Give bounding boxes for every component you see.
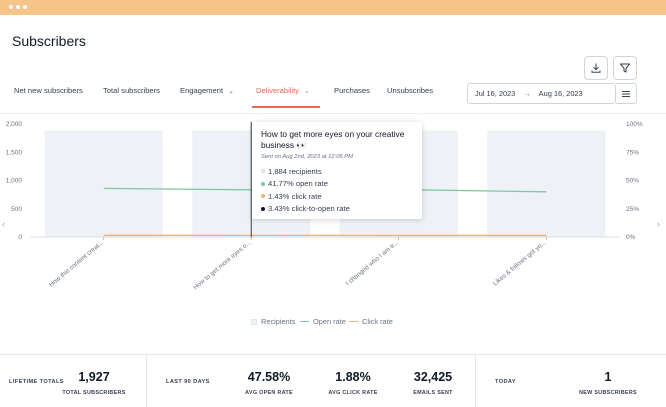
tab-label: Deliverability [256,86,300,95]
series-dot-icon [261,169,265,174]
tab-label: Purchases [334,86,370,95]
tab-label: Unsubscribes [387,86,434,95]
stats-footer: LIFETIME TOTALS 1,927 TOTAL SUBSCRIBERS … [0,354,666,407]
x-axis-category-label: How this content creat... [48,239,105,289]
y-axis-left-tick: 1,000 [6,178,23,185]
window-dot-icon [23,5,27,9]
emails-sent-value: 32,425 [413,370,453,384]
tooltip-row-text: 1,884 recipients [268,166,322,176]
total-subscribers-value: 1,927 [78,370,110,384]
x-axis-category-label: Likes & follows got yo... [492,239,548,287]
legend-label: Open rate [313,317,346,326]
bar-recipients [44,130,163,237]
avg-click-rate-value: 1.88% [335,370,371,384]
y-axis-left-tick: 0 [18,234,22,241]
emails-sent-label: EMAILS SENT [413,390,453,396]
tab-label: Total subscribers [103,86,160,95]
total-subscribers-label: TOTAL SUBSCRIBERS [62,390,126,396]
chart-tooltip: How to get more eyes on your creative bu… [252,122,422,219]
footer-divider [475,355,476,407]
legend-label: Recipients [261,317,296,326]
avg-open-rate-label: AVG OPEN RATE [245,390,293,396]
footer-divider [146,355,147,407]
tab-label: Net new subscribers [14,86,83,95]
new-subscribers-label: NEW SUBSCRIBERS [579,390,637,396]
date-range-end: Aug 16, 2023 [538,89,583,98]
avg-open-rate-value: 47.58% [247,370,291,384]
y-axis-right-tick: 100% [626,121,643,128]
window-title-bar [0,0,666,15]
lifetime-totals-label: LIFETIME TOTALS [9,379,64,385]
legend-item-open-rate[interactable]: Open rate [300,317,346,326]
y-axis-left-tick: 1,500 [6,149,23,156]
menu-button[interactable] [616,83,637,104]
y-axis-right-tick: 75% [626,149,639,156]
download-button[interactable] [584,56,608,80]
series-dot-icon [261,194,265,199]
tooltip-row: 41.77% open rate [261,178,413,191]
date-range-picker[interactable]: Jul 16, 2023 → Aug 16, 2023 [467,83,616,104]
legend-item-click-rate[interactable]: Click rate [349,317,393,326]
y-axis-right-tick: 25% [626,206,639,213]
tab-label: Engagement [180,86,224,95]
x-axis-category-label: I changed who I am tr... [345,239,401,287]
legend-label: Click rate [362,317,393,326]
tooltip-row-text: 3.43% click-to-open rate [268,204,350,214]
new-subscribers-value: 1 [604,370,612,384]
last-90-days-label: LAST 90 DAYS [166,379,210,385]
chevron-down-icon: ⌄ [304,88,310,95]
legend-line-icon [300,320,309,323]
tab-net-new-subscribers[interactable]: Net new subscribers [14,86,83,95]
legend-swatch-icon [251,318,257,325]
series-dot-icon [261,181,265,186]
y-axis-right-tick: 50% [626,178,639,185]
series-dot-icon [261,206,265,211]
tooltip-sent-on: Sent on Aug 2nd, 2023 at 12:05 PM [261,154,353,160]
y-axis-left-tick: 2,000 [6,121,23,128]
tab-total-subscribers[interactable]: Total subscribers [103,86,160,95]
today-label: TODAY [495,379,516,385]
page-title: Subscribers [12,33,86,49]
window-dot-icon [16,5,20,9]
tab-unsubscribes[interactable]: Unsubscribes [387,86,433,95]
filter-button[interactable] [613,56,637,80]
legend-line-icon [349,320,358,323]
legend-item-recipients[interactable]: Recipients [251,317,296,326]
chevron-right-icon[interactable]: › [657,219,660,229]
bar-recipients [487,130,606,237]
x-axis-category-label: How to get more eyes o... [192,239,252,291]
y-axis-right-tick: 0% [626,234,636,241]
menu-icon [622,90,630,97]
tab-engagement[interactable]: Engagement ⌄ [180,86,234,95]
filter-icon [620,63,630,73]
chevron-left-icon[interactable]: ‹ [2,219,5,229]
header-divider [0,113,666,114]
date-range-start: Jul 16, 2023 [475,89,516,98]
tooltip-row: 1.43% click rate [261,190,413,203]
tab-purchases[interactable]: Purchases [334,86,370,95]
window-dot-icon [9,5,13,9]
avg-click-rate-label: AVG CLICK RATE [328,390,378,396]
chevron-down-icon: ⌄ [228,88,234,95]
tooltip-row-text: 1.43% click rate [268,191,322,201]
download-icon [591,63,601,73]
tooltip-row-text: 41.77% open rate [268,179,328,189]
tooltip-row: 1,884 recipients [261,165,413,178]
tooltip-row: 3.43% click-to-open rate [261,203,413,216]
active-tab-indicator [252,106,320,108]
tooltip-title: How to get more eyes on your creative bu… [261,129,405,150]
chart-legend: Recipients Open rate Click rate [0,317,666,329]
y-axis-left-tick: 500 [11,206,22,213]
arrow-right-icon: → [523,89,531,98]
tab-deliverability[interactable]: Deliverability ⌄ [256,86,310,95]
